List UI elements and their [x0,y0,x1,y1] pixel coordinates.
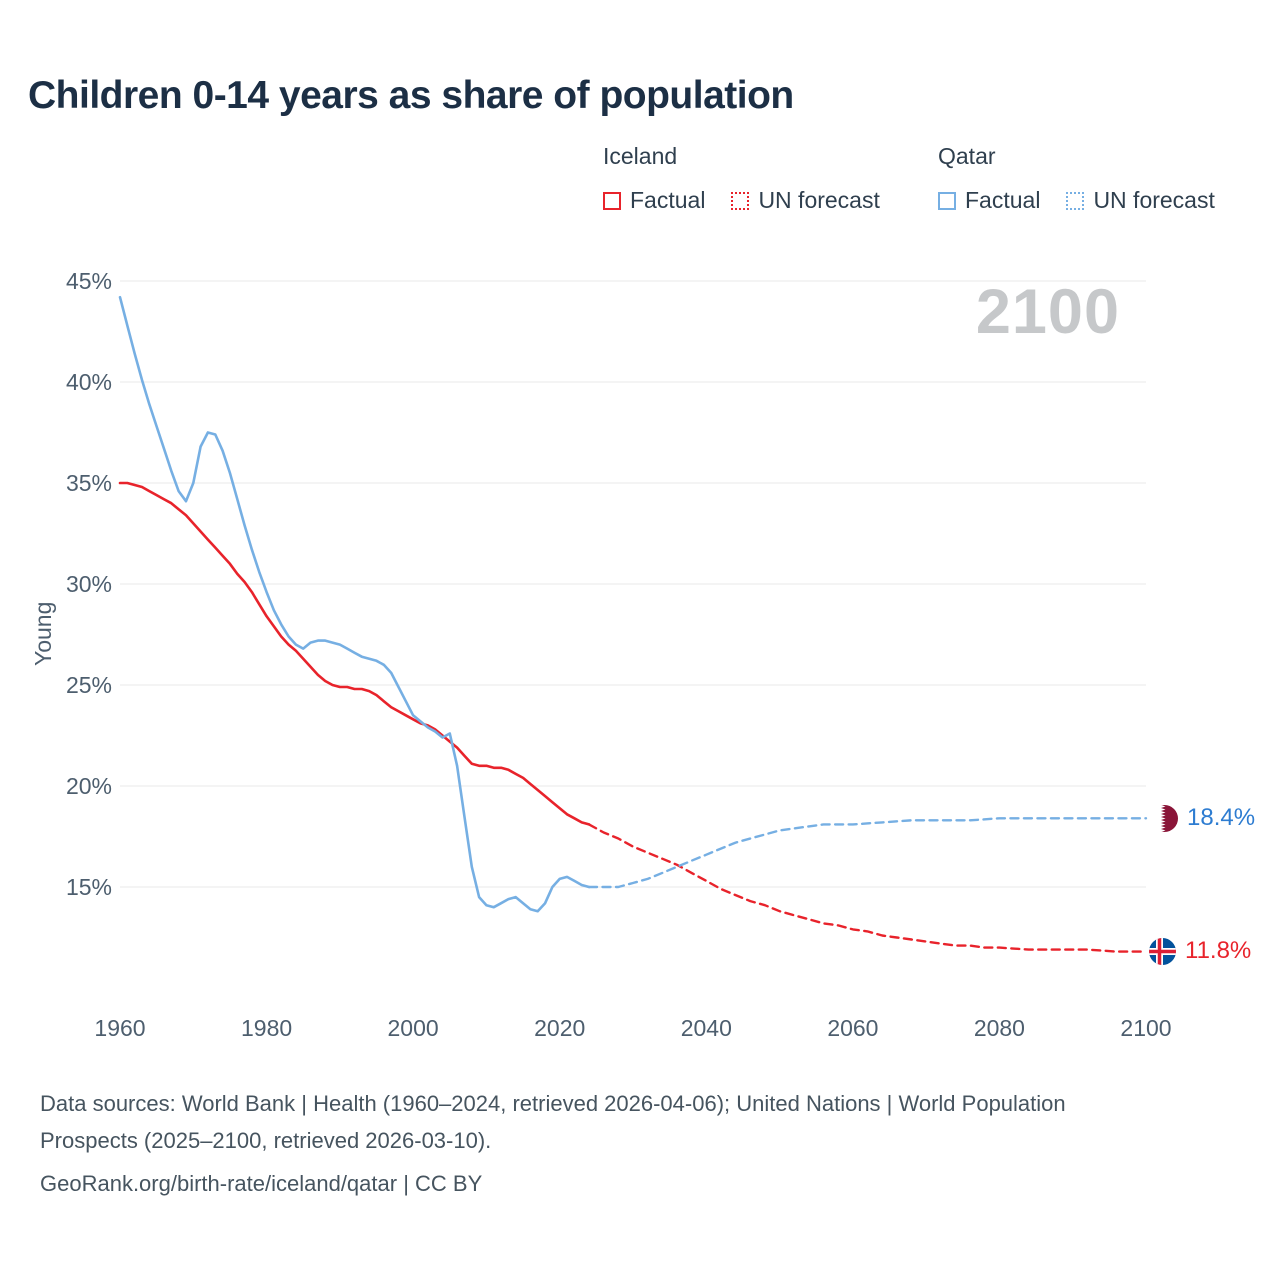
legend-header-qatar: Qatar [938,143,996,169]
qatar-forecast-swatch-icon [1066,191,1085,210]
legend-label-qatar-factual: Factual [965,187,1041,213]
x-tick-label: 1960 [94,1015,145,1041]
legend-item-iceland-factual[interactable]: Factual [603,187,705,214]
legend-item-qatar-forecast[interactable]: UN forecast [1066,187,1215,214]
iceland-forecast-swatch-icon [731,191,750,210]
legend-label-iceland-forecast: UN forecast [758,187,880,213]
x-tick-label: 1980 [241,1015,292,1041]
y-tick-label: 30% [66,571,112,597]
x-tick-label: 2020 [534,1015,585,1041]
legend-item-iceland-forecast[interactable]: UN forecast [731,187,880,214]
legend-label-qatar-forecast: UN forecast [1093,187,1215,213]
y-tick-label: 15% [66,874,112,900]
qatar-flag-icon [1151,804,1178,832]
page-title: Children 0-14 years as share of populati… [28,74,794,117]
qatar-factual-swatch-icon [938,191,956,210]
x-tick-label: 2000 [388,1015,439,1041]
series-iceland-forecast [587,823,1148,953]
x-tick-label: 2080 [974,1015,1025,1041]
y-tick-label: 35% [66,470,112,496]
legend-item-qatar-factual[interactable]: Factual [938,187,1040,214]
y-tick-label: 40% [66,369,112,395]
iceland-flag-icon [1149,937,1176,965]
qatar-end-value: 18.4% [1187,804,1256,831]
y-tick-label: 25% [66,672,112,698]
legend-items-iceland: Factual UN forecast [603,187,880,214]
y-tick-label: 20% [66,773,112,799]
series-qatar-forecast [587,817,1148,889]
series-iceland-factual [118,481,591,826]
legend-header-iceland: Iceland [603,143,678,169]
x-tick-label: 2040 [681,1015,732,1041]
x-tick-label: 2060 [827,1015,878,1041]
x-tick-label: 2100 [1120,1015,1171,1041]
attribution-text: GeoRank.org/birth-rate/iceland/qatar | C… [40,1170,483,1196]
y-axis-title: Young [30,601,56,666]
iceland-end-value: 11.8% [1185,937,1252,964]
watermark-year: 2100 [975,277,1120,347]
data-sources-text: Data sources: World Bank | Health (1960–… [40,1091,1066,1153]
legend-items-qatar: Factual UN forecast [938,187,1215,214]
series-qatar-factual [118,295,591,913]
y-tick-label: 45% [66,268,112,294]
iceland-factual-swatch-icon [603,191,621,210]
legend-group-iceland: Iceland Factual UN forecast [603,143,880,214]
legend-group-qatar: Qatar Factual UN forecast [938,143,1215,214]
qatar-end-label: 18.4% [1151,804,1255,832]
footer: Data sources: World Bank | Health (1960–… [40,1086,1132,1203]
iceland-end-label: 11.8% [1149,937,1251,965]
legend-label-iceland-factual: Factual [630,187,706,213]
